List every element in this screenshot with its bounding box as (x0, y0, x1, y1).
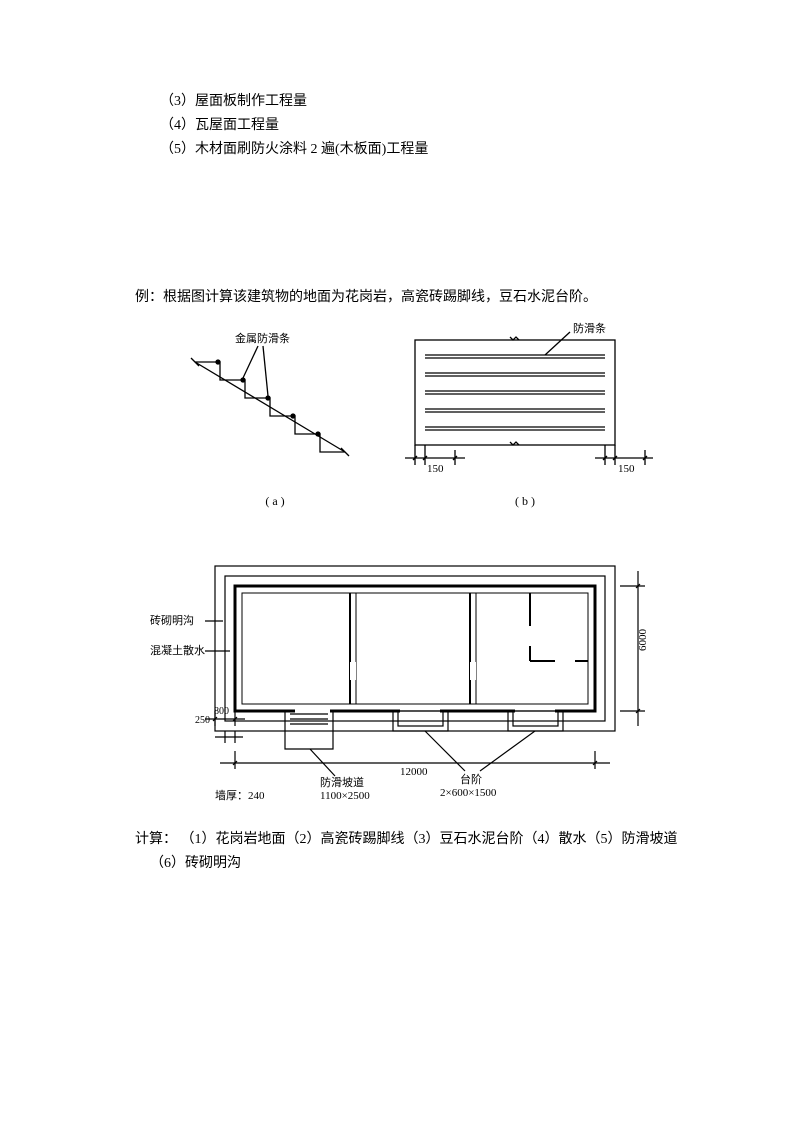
plan-dim-800: 800 (214, 706, 229, 717)
fig-b-label: 防滑条 (573, 321, 606, 335)
plan-label-apron: 混凝土散水 (150, 643, 205, 657)
plan-label-step: 台阶 (460, 772, 482, 786)
plan-label-ramp: 防滑坡道 (320, 775, 364, 789)
plan-label-step-dim: 2×600×1500 (440, 787, 497, 799)
stairs-diagram: 金属防滑条 (185, 332, 365, 482)
plan-label-ditch: 砖砌明沟 (150, 613, 194, 627)
strips-diagram: 防滑条 150 150 (395, 320, 655, 480)
figure-b-strips: 防滑条 150 150 ( b ) (395, 320, 655, 511)
floor-plan: 砖砌明沟 混凝土散水 800 250 12000 6000 防滑坡道 1100×… (135, 551, 700, 810)
figure-a-stairs: 金属防滑条 ( a ) (185, 332, 365, 511)
plan-dim-6000: 6000 (637, 629, 649, 652)
item-list: （3）屋面板制作工程量 （4）瓦屋面工程量 （5）木材面刷防火涂料 2 遍(木板… (160, 90, 700, 161)
item-5: （5）木材面刷防火涂料 2 遍(木板面)工程量 (160, 138, 700, 162)
calc-line-2: （6）砖砌明沟 (150, 852, 700, 876)
plan-dim-12000: 12000 (400, 766, 428, 778)
page-content: （3）屋面板制作工程量 （4）瓦屋面工程量 （5）木材面刷防火涂料 2 遍(木板… (0, 0, 800, 916)
fig-a-label: 金属防滑条 (235, 332, 290, 345)
fig-b-dim-right: 150 (618, 463, 635, 475)
plan-dim-250: 250 (195, 715, 210, 726)
fig-a-caption: ( a ) (185, 491, 365, 511)
plan-diagram: 砖砌明沟 混凝土散水 800 250 12000 6000 防滑坡道 1100×… (135, 551, 695, 801)
top-figures: 金属防滑条 ( a ) (185, 320, 700, 511)
fig-b-caption: ( b ) (395, 491, 655, 511)
item-4: （4）瓦屋面工程量 (160, 114, 700, 138)
fig-b-dim-left: 150 (427, 463, 444, 475)
calc-line-1: 计算： （1）花岗岩地面（2）高瓷砖踢脚线（3）豆石水泥台阶（4）散水（5）防滑… (135, 828, 700, 852)
item-3: （3）屋面板制作工程量 (160, 90, 700, 114)
plan-label-ramp-dim: 1100×2500 (320, 790, 370, 801)
calculation-text: 计算： （1）花岗岩地面（2）高瓷砖踢脚线（3）豆石水泥台阶（4）散水（5）防滑… (135, 828, 700, 876)
example-intro: 例：根据图计算该建筑物的地面为花岗岩，高瓷砖踢脚线，豆石水泥台阶。 (135, 286, 700, 310)
plan-label-wall: 墙厚：240 (215, 788, 265, 801)
